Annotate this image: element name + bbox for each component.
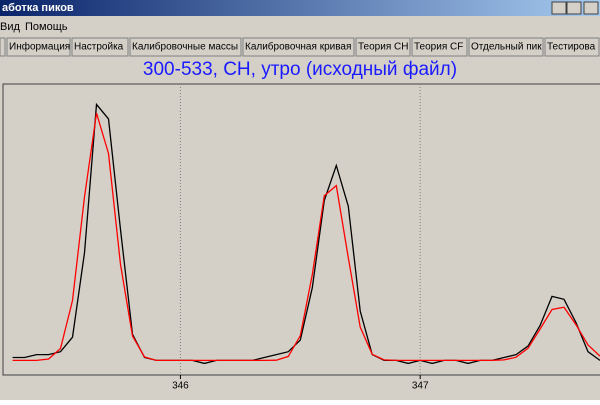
tab-label[interactable]: Теория CH	[358, 42, 408, 53]
tab-label[interactable]: Теория CF	[414, 42, 463, 53]
tab-frame[interactable]	[411, 37, 468, 57]
tab[interactable]: Отдельный пик	[468, 37, 544, 57]
tab[interactable]: Калибровочные массы	[129, 37, 242, 57]
window-title: аботка пиков	[2, 2, 74, 14]
tab[interactable]	[0, 37, 6, 57]
title-bar	[0, 0, 600, 16]
tab-label[interactable]: Калибровочные массы	[132, 41, 238, 53]
tab[interactable]: Теория CF	[411, 37, 468, 57]
x-tick-label: 346	[172, 381, 189, 392]
window-buttons[interactable]	[551, 1, 599, 15]
x-tick-label: 347	[412, 381, 429, 392]
tab-frame[interactable]	[129, 37, 242, 57]
tab-frame[interactable]	[71, 37, 129, 57]
tab-label[interactable]: Отдельный пик	[471, 42, 542, 53]
menu-item[interactable]: Помощь	[25, 21, 68, 33]
menu-item[interactable]: Вид	[0, 21, 20, 33]
series-line	[12, 102, 600, 365]
series-line	[12, 112, 600, 362]
close-button[interactable]	[583, 1, 599, 15]
tab[interactable]: Теория CH	[355, 37, 411, 57]
tab[interactable]: Калибровочная кривая	[242, 37, 355, 57]
tab-frame[interactable]	[355, 37, 411, 57]
maximize-button[interactable]	[566, 1, 582, 15]
tab-label[interactable]: Калибровочная кривая	[245, 41, 351, 53]
tab-label[interactable]: Тестирова	[547, 42, 596, 53]
tab-frame[interactable]	[468, 37, 544, 57]
chart-title: 300-533, CH, утро (исходный файл)	[143, 59, 457, 80]
tab-label[interactable]: Информация	[9, 41, 70, 53]
tab-label[interactable]: Настройка	[74, 42, 124, 53]
tab[interactable]: Тестирова	[544, 37, 600, 57]
tab[interactable]: Информация	[6, 37, 71, 57]
minimize-button[interactable]	[551, 1, 567, 15]
tab[interactable]: Настройка	[71, 37, 129, 57]
tab-frame[interactable]	[544, 37, 600, 57]
tab-frame[interactable]	[242, 37, 355, 57]
tab-frame[interactable]	[6, 37, 71, 57]
